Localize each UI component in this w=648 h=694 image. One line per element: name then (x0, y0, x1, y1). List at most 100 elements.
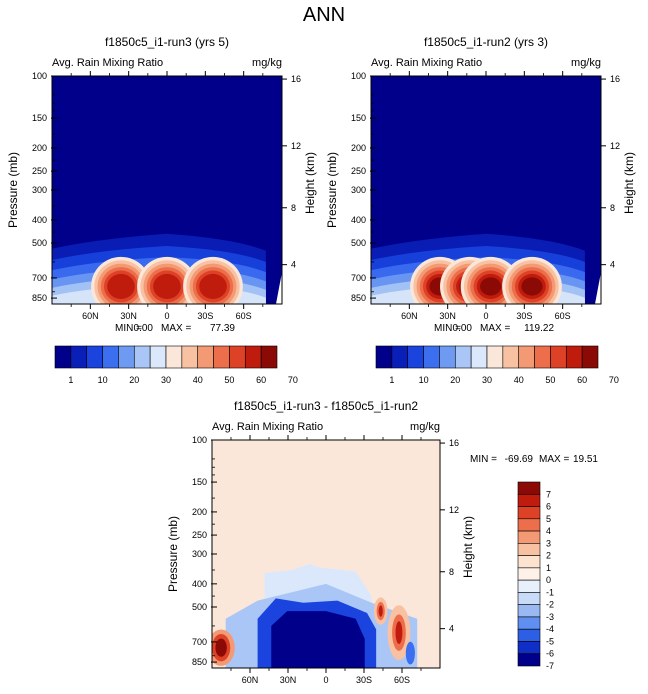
colorbar-box (517, 506, 541, 520)
colorbar-label: -1 (546, 587, 554, 597)
y-tick-label: 500 (32, 238, 47, 248)
y2-tick-label: 12 (449, 505, 459, 515)
y-tick-label: 100 (32, 71, 47, 81)
colorbar-box (470, 345, 488, 369)
y-tick-label: 300 (32, 185, 47, 195)
y-tick-label: 400 (192, 579, 207, 589)
colorbar-label: -3 (546, 612, 554, 622)
x-tick-label: 30N (120, 311, 137, 321)
colorbar-box (181, 345, 199, 369)
colorbar-box (517, 616, 541, 630)
x-tick-label: 60S (236, 311, 252, 321)
y-tick-label: 500 (192, 602, 207, 612)
x-tick-label: 0 (164, 311, 169, 321)
colorbar-box (534, 345, 551, 369)
y-tick-label: 250 (192, 530, 207, 540)
rain-core (107, 273, 135, 299)
y-tick-label: 250 (351, 166, 366, 176)
y-tick-label: 850 (351, 293, 366, 303)
stat-min-value: -69.69 (505, 454, 534, 465)
y2-tick-label: 12 (610, 141, 620, 151)
colorbar-label: -7 (546, 661, 554, 671)
rain-core (480, 277, 502, 296)
stat-min-value: 0.00 (453, 323, 473, 334)
y-axis-label: Pressure (mb) (166, 516, 180, 592)
unit-label: mg/kg (410, 421, 440, 433)
variable-label: Avg. Rain Mixing Ratio (212, 421, 323, 433)
panel-title: f1850c5_i1-run3 (yrs 5) (105, 35, 229, 49)
colorbar-box (133, 345, 151, 369)
contour-field (52, 76, 282, 304)
y-tick-label: 300 (192, 549, 207, 559)
x-tick-label: 30S (356, 675, 372, 685)
y2-tick-label: 16 (449, 438, 459, 448)
colorbar-label: 10 (419, 375, 429, 385)
cool-anomaly (405, 641, 415, 665)
y-tick-label: 200 (32, 143, 47, 153)
variable-label: Avg. Rain Mixing Ratio (371, 57, 482, 69)
y-axis-label: Pressure (mb) (325, 152, 339, 228)
panel-title: f1850c5_i1-run3 - f1850c5_i1-run2 (234, 399, 418, 413)
colorbar-box (165, 345, 183, 369)
figure-title: ANN (302, 4, 346, 26)
y-tick-label: 700 (32, 273, 47, 283)
rain-core (199, 273, 227, 299)
colorbar-box (244, 345, 262, 369)
y-tick-label: 100 (192, 435, 207, 445)
colorbar-box (517, 493, 541, 507)
colorbar-label: 5 (546, 514, 551, 524)
colorbar-box (550, 345, 567, 369)
stat-min-value: 0.00 (134, 323, 154, 334)
warm-anomaly (378, 605, 383, 617)
y-tick-label: 150 (32, 113, 47, 123)
x-tick-label: 60N (401, 311, 418, 321)
colorbar-box (518, 345, 535, 369)
colorbar-box (391, 345, 409, 369)
x-tick-label: 0 (323, 675, 328, 685)
y-axis-label: Pressure (mb) (6, 152, 20, 228)
y2-axis-label: Height (km) (461, 516, 475, 578)
colorbar-box (118, 345, 135, 369)
contour-band (271, 611, 365, 668)
y2-axis-label: Height (km) (622, 152, 636, 214)
x-tick-label: 60S (394, 675, 410, 685)
colorbar-label: 60 (256, 375, 266, 385)
contour-field (371, 76, 601, 304)
variable-label: Avg. Rain Mixing Ratio (52, 57, 163, 69)
missing-region (276, 272, 282, 304)
colorbar-label: 4 (546, 526, 551, 536)
colorbar-label: 40 (193, 375, 203, 385)
plot-frame (370, 75, 602, 305)
x-tick-label: 60N (82, 311, 99, 321)
colorbar-label: 2 (546, 551, 551, 561)
y2-tick-label: 4 (291, 260, 296, 270)
y-tick-label: 100 (351, 71, 366, 81)
colorbar-label: 70 (609, 375, 619, 385)
colorbar-box (54, 345, 72, 369)
colorbar-box (102, 345, 119, 369)
colorbar-label: 10 (98, 375, 108, 385)
colorbar-label: 1 (546, 563, 551, 573)
colorbar-label: -5 (546, 636, 554, 646)
y-tick-label: 250 (32, 166, 47, 176)
colorbar-label: 6 (546, 502, 551, 512)
colorbar-label: 20 (129, 375, 139, 385)
colorbar-box (213, 345, 230, 369)
colorbar-label: -2 (546, 600, 554, 610)
plot-frame (51, 75, 283, 305)
stat-max-value: 119.22 (524, 323, 554, 334)
x-tick-label: 60N (242, 675, 259, 685)
colorbar-box (439, 345, 456, 369)
y-tick-label: 400 (351, 215, 366, 225)
y2-tick-label: 16 (610, 74, 620, 84)
stat-max-label: MAX = (539, 454, 569, 465)
colorbar-box (149, 345, 167, 369)
colorbar-box (423, 345, 440, 369)
x-tick-label: 30S (516, 311, 532, 321)
colorbar-label: 40 (514, 375, 524, 385)
colorbar-box (86, 345, 103, 369)
colorbar-label: 1 (389, 375, 394, 385)
x-tick-label: 60S (555, 311, 571, 321)
y2-tick-label: 8 (610, 203, 615, 213)
